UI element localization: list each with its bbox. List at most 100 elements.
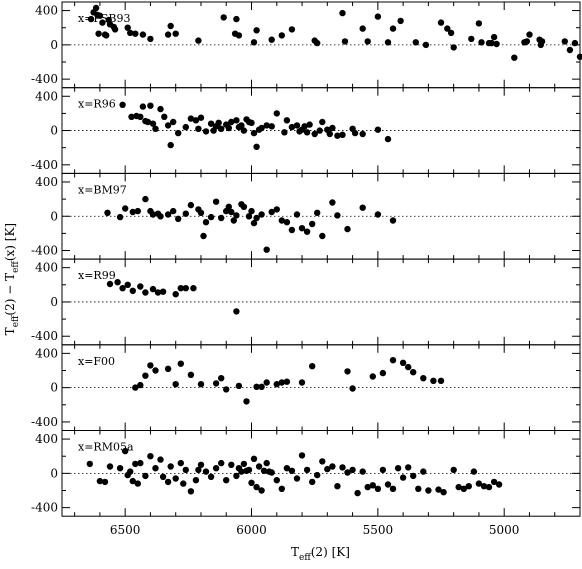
data-point (142, 289, 149, 296)
data-point (293, 122, 301, 129)
data-point (127, 29, 134, 37)
data-point (268, 36, 275, 43)
data-point (197, 209, 205, 216)
data-point (283, 219, 291, 226)
y-tick-label: 0 (50, 381, 58, 395)
data-point (248, 119, 255, 127)
data-point (364, 483, 371, 491)
data-point (273, 381, 280, 388)
y-axis-title: Teff(2) − Teff(x) [K] (3, 223, 21, 335)
data-point (207, 120, 215, 127)
data-point (326, 130, 333, 138)
x-axis-title: Teff(2) [K] (291, 545, 350, 563)
data-point (384, 481, 392, 488)
data-point (359, 25, 366, 32)
data-point (440, 489, 447, 496)
data-point (223, 477, 230, 484)
data-point (250, 129, 258, 137)
data-point (87, 15, 95, 23)
data-point (202, 468, 210, 475)
data-point (258, 487, 265, 494)
x-tick-label: 5500 (363, 523, 394, 537)
y-tick-label: 400 (35, 346, 58, 360)
y-tick-label: -400 (31, 72, 58, 86)
data-point (128, 113, 135, 121)
data-point (410, 369, 417, 376)
data-point (164, 122, 172, 129)
data-point (235, 32, 243, 39)
data-point (283, 465, 291, 472)
data-point (460, 485, 467, 492)
data-point (437, 377, 445, 384)
data-point (420, 468, 427, 475)
data-point (170, 118, 177, 126)
y-axis-title-a: T (3, 327, 17, 335)
data-point (538, 38, 546, 45)
data-point (253, 483, 260, 491)
data-point (410, 472, 417, 480)
y-tick-label: 0 (50, 124, 58, 138)
panels-layer: -4000400x=PSB93-4000400x=R96-4000400x=BM… (31, 1, 582, 517)
data-point (384, 39, 392, 46)
data-point (127, 468, 134, 475)
data-point (233, 15, 240, 23)
data-point (106, 280, 114, 288)
data-point (182, 210, 189, 217)
data-point (526, 31, 533, 38)
panel-label: x=BM97 (78, 183, 127, 196)
data-point (137, 381, 144, 389)
data-point (253, 27, 260, 34)
data-point (455, 483, 462, 491)
data-point (220, 14, 227, 21)
data-point (435, 486, 442, 493)
y-tick-label: -400 (31, 158, 58, 172)
data-point (212, 380, 220, 387)
data-point (374, 485, 382, 492)
data-point (288, 467, 296, 474)
data-point (566, 46, 574, 54)
data-point (167, 463, 174, 470)
data-point (139, 103, 147, 110)
panel-label: x=R99 (78, 269, 116, 282)
data-point (161, 113, 168, 121)
data-point (450, 466, 457, 474)
panel-r96: -400 0 400 x=R96 (31, 87, 581, 174)
panel-label: x=F00 (78, 355, 115, 368)
data-point (341, 38, 349, 45)
data-point (182, 466, 189, 474)
data-point (248, 479, 255, 486)
data-point (197, 381, 205, 388)
data-point (268, 208, 275, 216)
data-point (149, 120, 157, 127)
data-point (218, 214, 225, 222)
x-tick-label: 6500 (110, 523, 141, 537)
data-point (394, 465, 402, 472)
data-point (258, 211, 265, 218)
data-point (447, 29, 455, 37)
data-point (207, 213, 215, 221)
data-point (298, 379, 306, 386)
data-point (147, 102, 154, 109)
data-point (303, 228, 311, 235)
data-point (134, 207, 141, 215)
data-point (253, 214, 260, 222)
data-point (164, 211, 172, 218)
data-point (319, 232, 326, 240)
data-point (314, 209, 321, 216)
data-point (576, 53, 582, 60)
data-point (139, 31, 147, 38)
data-point (164, 478, 172, 486)
data-point (309, 220, 316, 228)
data-point (283, 378, 291, 385)
data-point (142, 195, 149, 203)
data-point (164, 31, 172, 38)
data-point (225, 124, 232, 132)
data-point (268, 469, 275, 476)
data-point (245, 466, 253, 474)
data-point (470, 468, 478, 475)
data-point (228, 208, 235, 216)
y-axis-title-b-rest: (x) [K] (3, 223, 17, 261)
panel-r99: -400 0 400 x=R99 (31, 258, 581, 346)
data-point (344, 469, 351, 476)
data-point (157, 105, 164, 113)
